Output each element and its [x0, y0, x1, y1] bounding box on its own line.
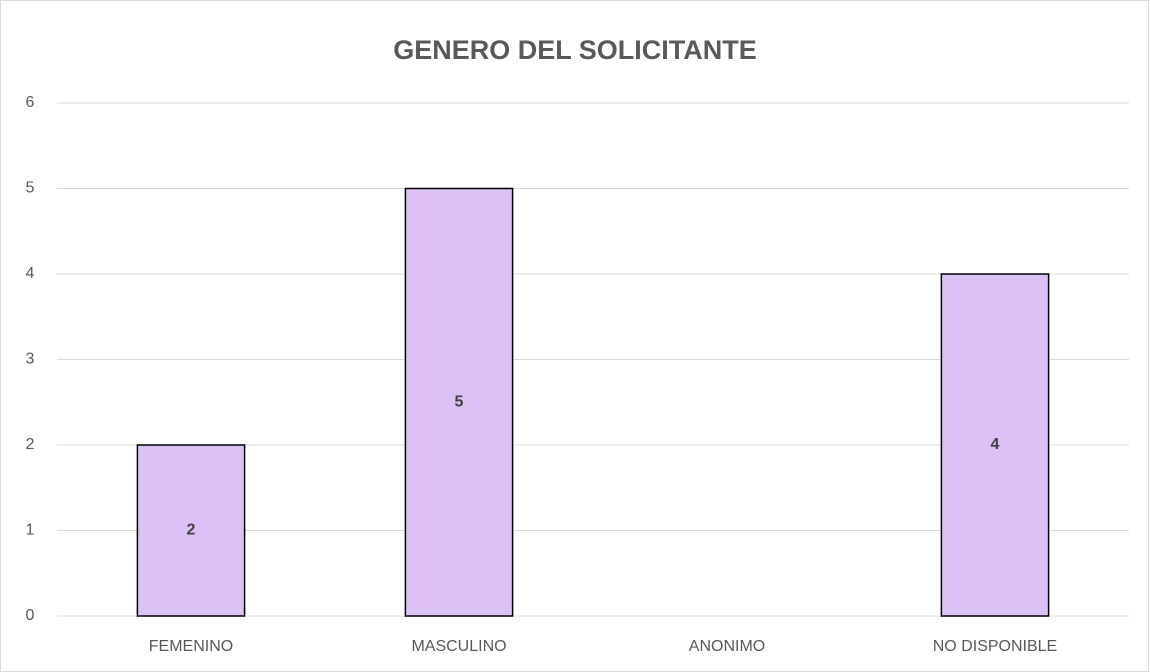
data-label: 5	[455, 393, 464, 410]
y-tick-label: 1	[26, 522, 35, 539]
bar	[404, 187, 514, 617]
y-tick-label: 5	[26, 180, 35, 197]
y-tick-label: 2	[26, 436, 35, 453]
y-tick-label: 3	[26, 351, 35, 368]
x-tick-label: ANONIMO	[689, 638, 765, 655]
bar	[136, 444, 246, 617]
data-label: 4	[991, 436, 1000, 453]
bar	[940, 273, 1050, 617]
y-tick-label: 0	[26, 607, 35, 624]
x-tick-label: NO DISPONIBLE	[933, 638, 1057, 655]
y-tick-label: 6	[26, 94, 35, 111]
chart-title: GENERO DEL SOLICITANTE	[393, 35, 757, 65]
x-tick-label: FEMENINO	[149, 638, 233, 655]
data-label: 2	[187, 522, 196, 539]
y-tick-label: 4	[26, 265, 35, 282]
x-tick-label: MASCULINO	[411, 638, 506, 655]
